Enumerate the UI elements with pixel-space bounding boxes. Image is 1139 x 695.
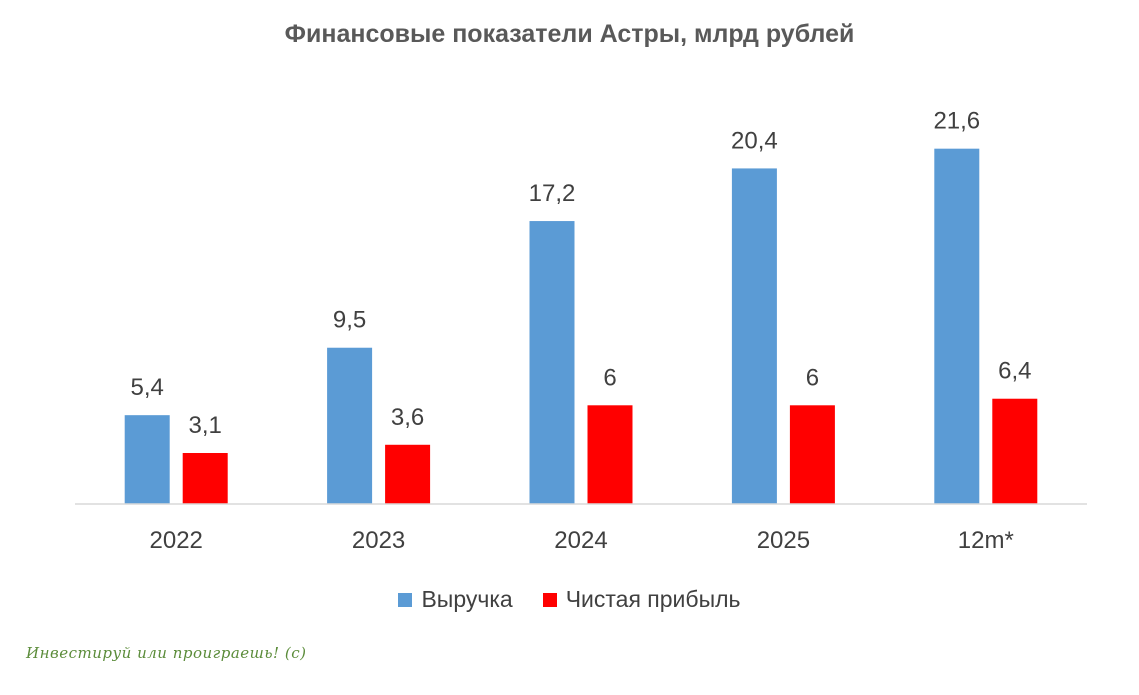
bar-revenue-2023 — [327, 347, 373, 504]
x-tick-label-2024: 2024 — [554, 527, 607, 554]
x-tick-label-2022: 2022 — [150, 527, 203, 554]
legend-swatch-net-profit — [542, 592, 557, 607]
x-tick-label-2025: 2025 — [757, 527, 810, 554]
bar-revenue-12m — [934, 148, 980, 504]
data-label-net-profit-2022: 3,1 — [189, 412, 222, 439]
legend-label-net-profit: Чистая прибыль — [565, 586, 741, 612]
bar-net-profit-2023 — [385, 444, 431, 504]
legend-label-revenue: Выручка — [421, 586, 513, 612]
chart-title: Финансовые показатели Астры, млрд рублей — [284, 20, 855, 48]
data-label-revenue-2023: 9,5 — [333, 307, 366, 334]
data-label-revenue-2024: 17,2 — [529, 180, 576, 207]
bar-net-profit-2025 — [789, 405, 835, 504]
legend: Выручка Чистая прибыль — [0, 586, 1139, 613]
bar-net-profit-2024 — [587, 405, 633, 504]
category-labels-group: 2022 2023 2024 2025 12m* — [150, 527, 1014, 554]
data-label-revenue-2022: 5,4 — [131, 374, 164, 401]
data-label-net-profit-2023: 3,6 — [391, 404, 424, 431]
bar-revenue-2022 — [124, 415, 170, 504]
data-label-revenue-12m: 21,6 — [933, 108, 980, 135]
bar-net-profit-12m — [992, 398, 1038, 504]
legend-item-revenue: Выручка — [398, 586, 513, 613]
value-labels-group: 5,4 3,1 9,5 3,6 17,2 6 20,4 6 21,6 6,4 — [131, 108, 1032, 439]
data-label-net-profit-12m: 6,4 — [998, 358, 1031, 385]
bar-net-profit-2022 — [182, 453, 228, 504]
x-tick-label-2023: 2023 — [352, 527, 405, 554]
bar-revenue-2025 — [731, 168, 777, 505]
data-label-revenue-2025: 20,4 — [731, 127, 778, 154]
watermark-text: Инвестируй или проиграешь! (с) — [26, 644, 307, 662]
x-tick-label-12m: 12m* — [958, 527, 1014, 554]
data-label-net-profit-2025: 6 — [806, 364, 819, 391]
data-label-net-profit-2024: 6 — [603, 364, 616, 391]
legend-swatch-revenue — [398, 592, 413, 607]
bars-group — [124, 148, 1038, 505]
legend-item-net-profit: Чистая прибыль — [542, 586, 741, 613]
bar-revenue-2024 — [529, 221, 575, 504]
